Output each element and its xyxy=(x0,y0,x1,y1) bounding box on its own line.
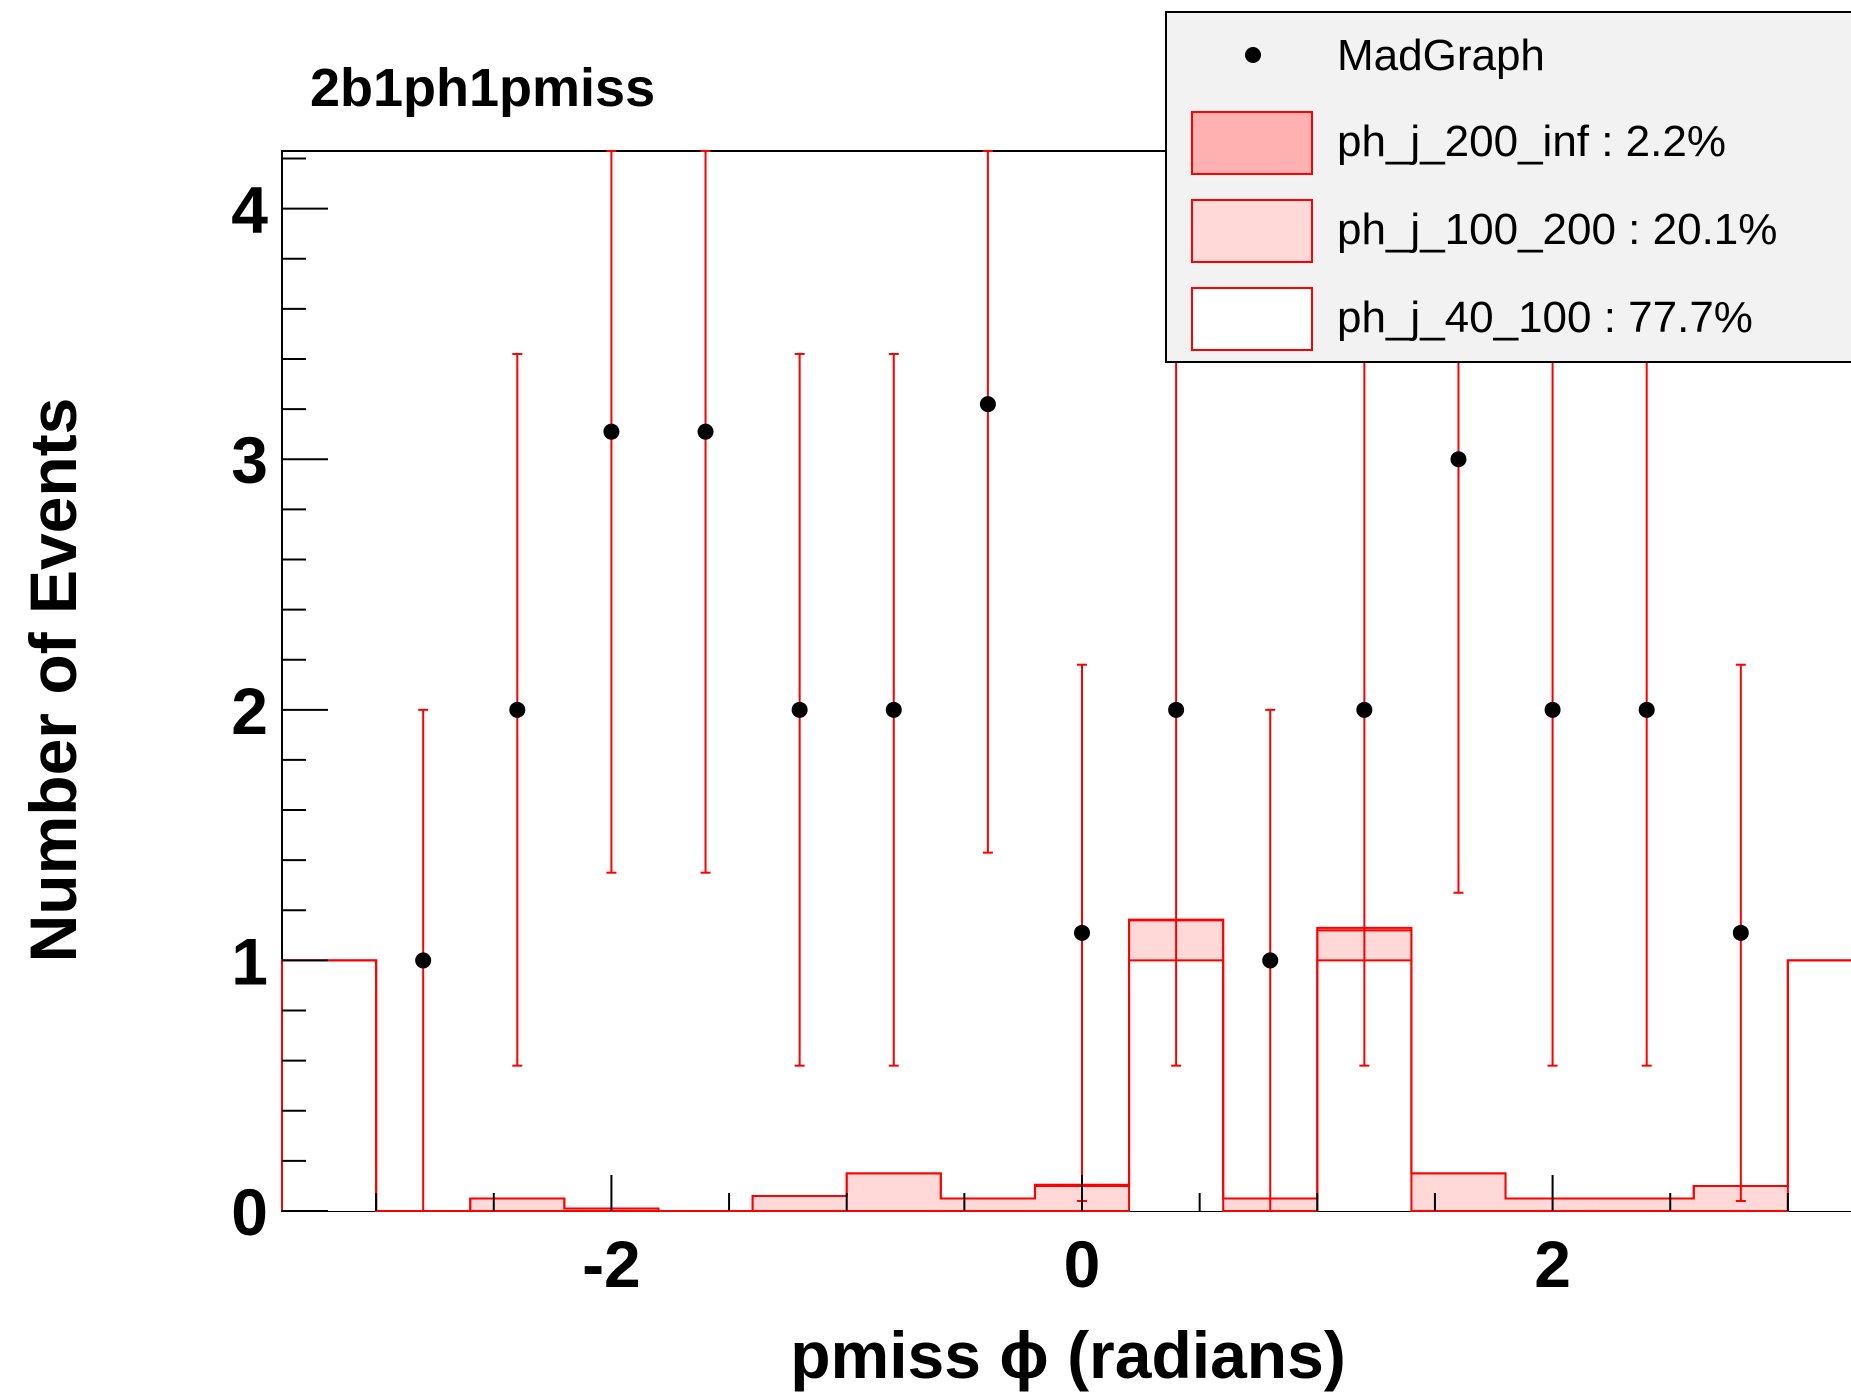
legend-swatch-ph-j-40-100 xyxy=(1191,287,1313,351)
legend-swatch-ph-j-200-inf xyxy=(1191,111,1313,175)
x-tick-label-1: 0 xyxy=(1064,1227,1101,1301)
x-tick-label-2: 2 xyxy=(1534,1227,1571,1301)
legend-label-madgraph: MadGraph xyxy=(1337,31,1545,80)
legend: MadGraph ph_j_200_inf : 2.2% ph_j_100_20… xyxy=(1165,11,1851,363)
y-axis-label: Number of Events xyxy=(16,398,90,963)
x-axis-label: pmiss ϕ (radians) xyxy=(790,1318,1346,1392)
data-point-6 xyxy=(979,396,996,413)
data-point-3 xyxy=(697,423,714,440)
legend-label-ph-j-100-200: ph_j_100_200 : 20.1% xyxy=(1337,205,1777,254)
data-point-4 xyxy=(791,701,808,718)
hist-bar-2-7 xyxy=(940,1198,1035,1211)
data-point-8 xyxy=(1168,701,1185,718)
hist-bar-2-14 xyxy=(1599,1198,1694,1211)
y-tick-label-2: 2 xyxy=(231,674,268,748)
hist-bar-3-16 xyxy=(1787,960,1851,1211)
data-point-10 xyxy=(1356,701,1373,718)
data-point-11 xyxy=(1450,451,1467,468)
x-tick-label-0: -2 xyxy=(582,1227,641,1301)
data-point-2 xyxy=(603,423,620,440)
data-point-0 xyxy=(415,952,432,969)
y-tick-label-0: 0 xyxy=(231,1175,268,1249)
hist-outline-1 xyxy=(281,918,1851,1212)
hist-bar-2-6 xyxy=(846,1173,941,1211)
data-point-1 xyxy=(509,701,526,718)
hist-bar-2-5 xyxy=(752,1195,847,1211)
legend-label-ph-j-40-100: ph_j_40_100 : 77.7% xyxy=(1337,293,1753,342)
legend-label-ph-j-200-inf: ph_j_200_inf : 2.2% xyxy=(1337,117,1726,166)
data-point-9 xyxy=(1262,952,1279,969)
y-tick-label-4: 4 xyxy=(231,173,268,247)
legend-marker-madgraph xyxy=(1245,47,1261,63)
hist-bar-2-12 xyxy=(1411,1173,1506,1211)
y-tick-label-3: 3 xyxy=(231,423,268,497)
legend-swatch-ph-j-100-200 xyxy=(1191,199,1313,263)
histogram-stack xyxy=(281,918,1851,1212)
data-point-7 xyxy=(1074,924,1090,941)
data-point-12 xyxy=(1544,701,1561,718)
axes: 0 1 2 3 4 -2 0 2 xyxy=(231,157,1789,1301)
hist-bar-3-0 xyxy=(282,960,377,1211)
data-point-13 xyxy=(1638,701,1655,718)
data-points xyxy=(415,396,1749,969)
chart-title: 2b1ph1pmiss xyxy=(310,58,655,118)
hist-bar-2-2 xyxy=(470,1198,565,1211)
y-tick-label-1: 1 xyxy=(231,924,268,998)
data-point-14 xyxy=(1732,924,1749,941)
data-point-5 xyxy=(885,701,902,718)
